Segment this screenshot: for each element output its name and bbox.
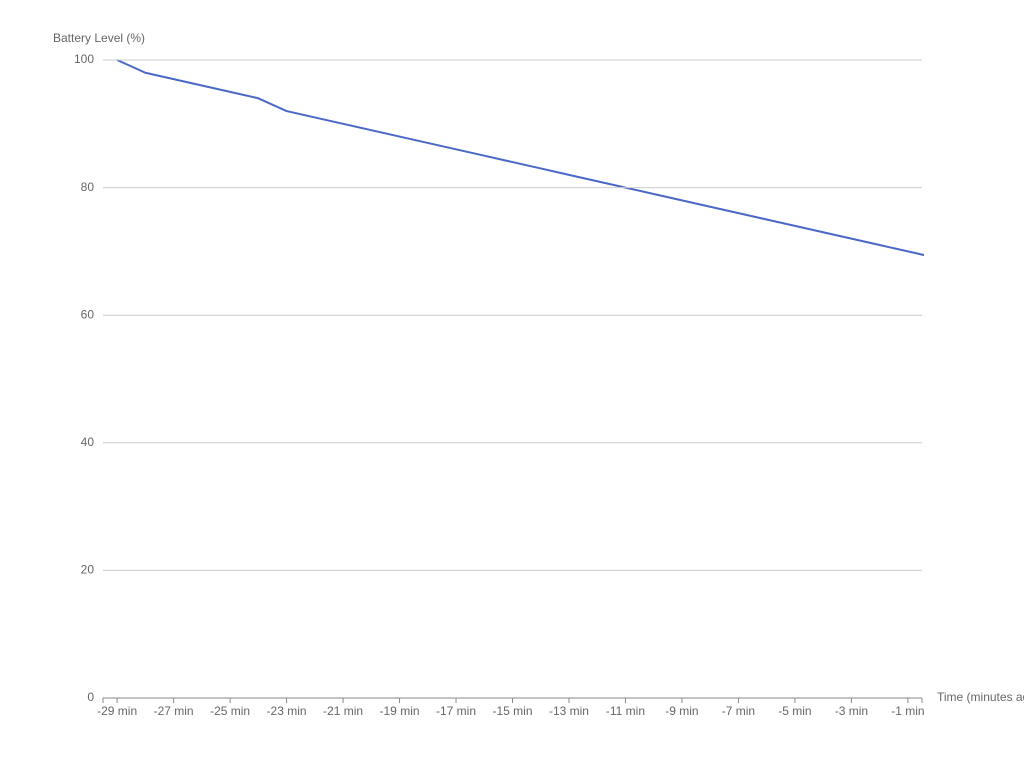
y-tick-label: 60 (81, 307, 95, 321)
plot-area (116, 59, 924, 257)
x-tick-label: -25 min (210, 704, 250, 718)
x-tick-label: -1 min (891, 704, 924, 718)
x-tick-label: -19 min (380, 704, 420, 718)
x-tick-label: -17 min (436, 704, 476, 718)
x-tick-label: -29 min (97, 704, 137, 718)
x-tick-label: -5 min (778, 704, 811, 718)
x-tick-label: -13 min (549, 704, 589, 718)
y-tick-label: 80 (81, 180, 95, 194)
x-tick-label: -3 min (835, 704, 868, 718)
y-tick-label: 40 (81, 435, 95, 449)
line-series (116, 59, 924, 257)
x-axis-label: Time (minutes ago) (937, 690, 1024, 704)
x-tick-label: -15 min (492, 704, 532, 718)
x-tick-label: -21 min (323, 704, 363, 718)
x-tick-label: -9 min (665, 704, 698, 718)
y-axis-label: Battery Level (%) (53, 31, 145, 45)
y-tick-label: 20 (81, 563, 95, 577)
y-tick-label: 100 (74, 52, 94, 66)
x-tick-label: -7 min (722, 704, 755, 718)
x-tick-label: -23 min (267, 704, 307, 718)
x-tick-label: -11 min (606, 704, 645, 718)
x-tick-label: -27 min (154, 704, 194, 718)
y-tick-label: 0 (87, 690, 94, 704)
